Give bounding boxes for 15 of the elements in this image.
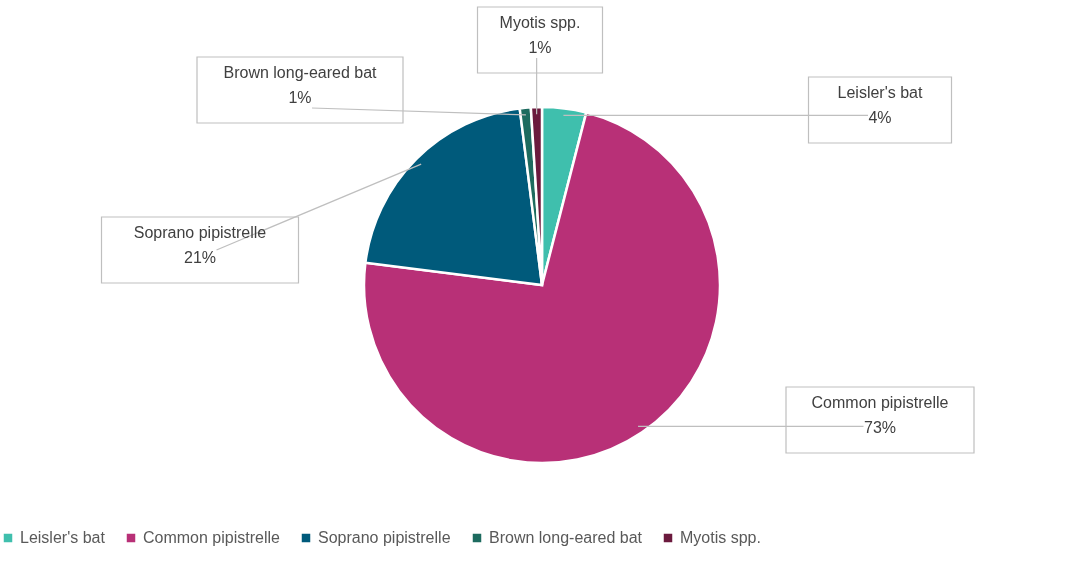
- legend-label: Common pipistrelle: [143, 529, 281, 546]
- slice-label: Brown long-eared bat: [223, 64, 378, 81]
- legend-label: Leisler's bat: [20, 529, 106, 546]
- slice-label: Common pipistrelle: [811, 394, 949, 411]
- legend-label: Myotis spp.: [680, 529, 761, 546]
- data-label: 1%: [528, 39, 552, 56]
- slice-label: Myotis spp.: [499, 14, 581, 31]
- slice-label: Leisler's bat: [837, 84, 923, 101]
- legend-label: Brown long-eared bat: [489, 529, 643, 546]
- slice-label: Soprano pipistrelle: [133, 224, 267, 241]
- data-label: 73%: [863, 419, 897, 436]
- legend-label: Soprano pipistrelle: [318, 529, 451, 546]
- data-label: 21%: [183, 249, 217, 266]
- data-label: 4%: [868, 109, 892, 126]
- data-label: 1%: [288, 89, 312, 106]
